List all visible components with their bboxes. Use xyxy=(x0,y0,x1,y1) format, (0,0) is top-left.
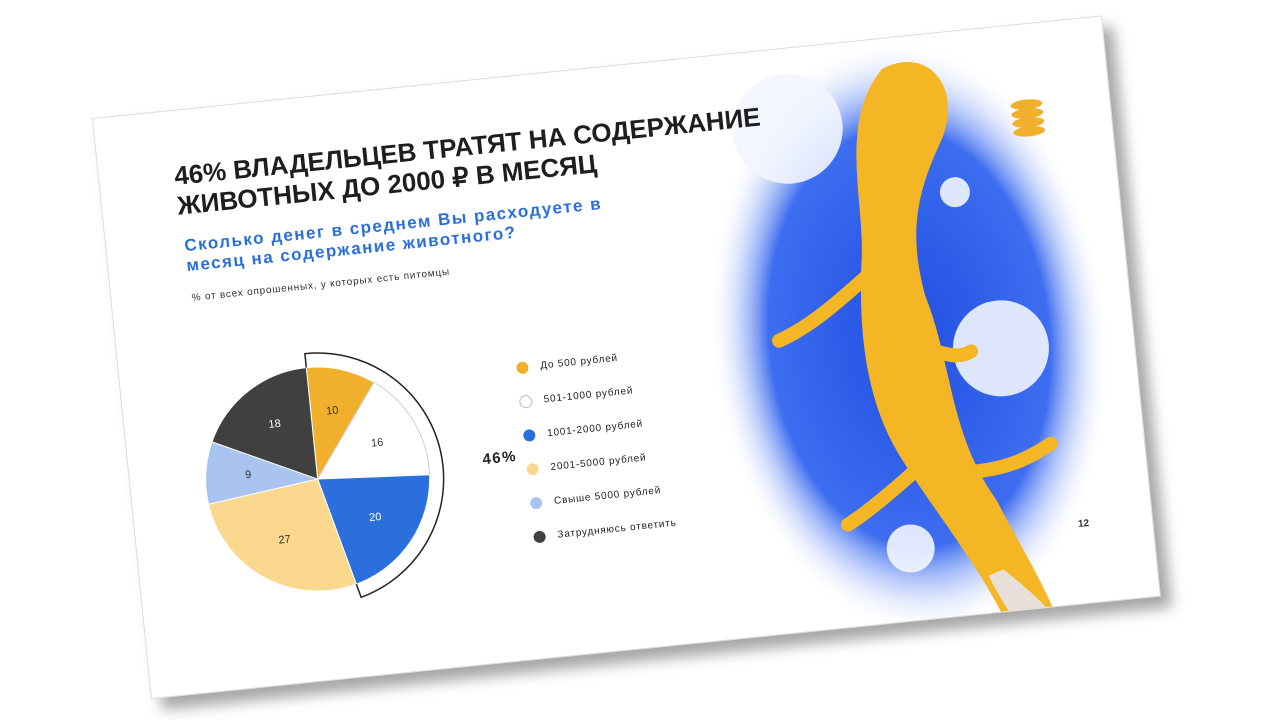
data-label: 10 xyxy=(326,404,339,417)
logo-icon xyxy=(1010,99,1046,137)
gecko-illustration xyxy=(708,38,1111,637)
pie-slice xyxy=(316,381,431,480)
data-label: 16 xyxy=(370,437,383,450)
data-label: 9 xyxy=(245,469,252,482)
legend-label: 2001-5000 рублей xyxy=(550,451,647,473)
data-label: 20 xyxy=(369,511,382,524)
chart: 10 16 20 27 9 18 46% До 500 рублей 501-1000 рубл… xyxy=(205,38,1111,637)
legend-marker xyxy=(519,395,533,409)
pie-slice xyxy=(211,367,319,480)
legend-marker xyxy=(533,530,546,543)
legend-label: До 500 рублей xyxy=(540,352,619,372)
pie-slice xyxy=(207,478,357,592)
legend-label: Свыше 5000 рублей xyxy=(553,484,661,507)
legend-marker xyxy=(530,497,543,510)
annotation: 46% xyxy=(482,448,518,468)
data-label: 18 xyxy=(268,418,281,431)
legend-label: Затрудняюсь ответить xyxy=(557,518,677,541)
highlight-outline xyxy=(304,352,445,599)
page-number: 12 xyxy=(1078,518,1091,530)
legend-label: 501-1000 рублей xyxy=(543,384,634,405)
legend-label: 1001-2000 рублей xyxy=(547,418,644,440)
legend-marker xyxy=(516,361,529,374)
data-label: 27 xyxy=(278,533,291,546)
legend-marker xyxy=(523,429,536,442)
legend-marker xyxy=(526,463,539,476)
pie-slice xyxy=(316,474,431,585)
slide: 10 16 20 27 9 18 46% До 500 рублей 501-1000 рубл… xyxy=(92,15,1161,700)
